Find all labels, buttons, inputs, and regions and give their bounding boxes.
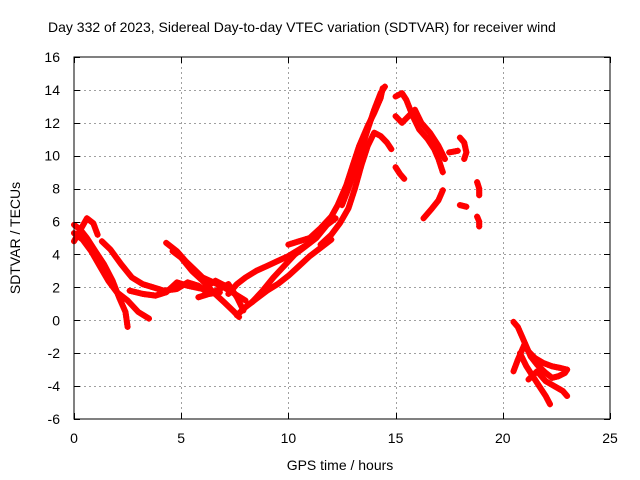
series-track-17 [392, 164, 408, 182]
y-tick-label: 12 [44, 115, 60, 131]
series-track-23 [474, 213, 483, 230]
axis-ticks: 0 5 10 15 20 25 -6 -4 -2 0 2 4 6 8 10 12 14 16 [44, 49, 618, 446]
x-tick-label: 10 [281, 430, 297, 446]
series-track-15 [392, 90, 446, 176]
y-tick-label: 0 [52, 312, 60, 328]
y-tick-label: 6 [52, 214, 60, 230]
series-track-8 [195, 281, 247, 314]
series-track-11 [249, 215, 339, 306]
data-point-markers [317, 129, 395, 248]
series-track-18 [420, 187, 446, 222]
series-track-21 [456, 202, 470, 210]
chart-title: Day 332 of 2023, Sidereal Day-to-day VTE… [48, 19, 556, 35]
data-point-markers [169, 248, 243, 320]
data-point-markers [392, 164, 408, 182]
x-tick-label: 25 [602, 430, 618, 446]
data-point-markers [446, 147, 461, 156]
data-point-markers [525, 368, 571, 399]
y-tick-label: 4 [52, 246, 60, 262]
series-track-19 [446, 147, 461, 156]
x-tick-label: 15 [388, 430, 404, 446]
data-point-markers [456, 202, 470, 210]
data-point-markers [339, 83, 388, 209]
data-point-markers [474, 179, 483, 199]
y-tick-label: -6 [48, 411, 61, 427]
series-layer [71, 83, 571, 408]
data-point-markers [285, 85, 386, 248]
data-point-markers [392, 90, 446, 176]
x-tick-label: 20 [495, 430, 511, 446]
y-tick-label: -2 [48, 345, 61, 361]
y-tick-label: 14 [44, 82, 60, 98]
plot-frame [73, 56, 611, 420]
series-track-14 [339, 83, 388, 209]
data-point-markers [456, 134, 470, 162]
series-track-16 [392, 106, 448, 162]
data-point-markers [249, 215, 339, 306]
y-tick-label: 10 [44, 148, 60, 164]
x-axis-label: GPS time / hours [287, 457, 394, 473]
x-tick-label: 5 [177, 430, 185, 446]
y-tick-label: 16 [44, 49, 60, 65]
data-point-markers [392, 106, 448, 162]
y-tick-label: 2 [52, 279, 60, 295]
series-track-22 [474, 179, 483, 199]
series-track-20 [456, 134, 470, 162]
data-point-markers [474, 213, 483, 230]
y-axis-label: SDTVAR / TECUs [7, 182, 23, 294]
series-track-7 [169, 248, 243, 320]
series-track-13 [317, 129, 395, 248]
data-point-markers [420, 187, 446, 222]
y-tick-label: 8 [52, 181, 60, 197]
x-tick-label: 0 [70, 430, 78, 446]
y-tick-label: -4 [48, 378, 61, 394]
series-track-27 [525, 368, 571, 399]
series-track-12 [285, 85, 386, 248]
grid [74, 57, 610, 419]
